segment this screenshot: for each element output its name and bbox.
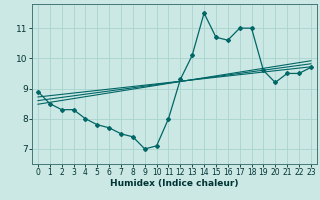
X-axis label: Humidex (Indice chaleur): Humidex (Indice chaleur) [110,179,239,188]
